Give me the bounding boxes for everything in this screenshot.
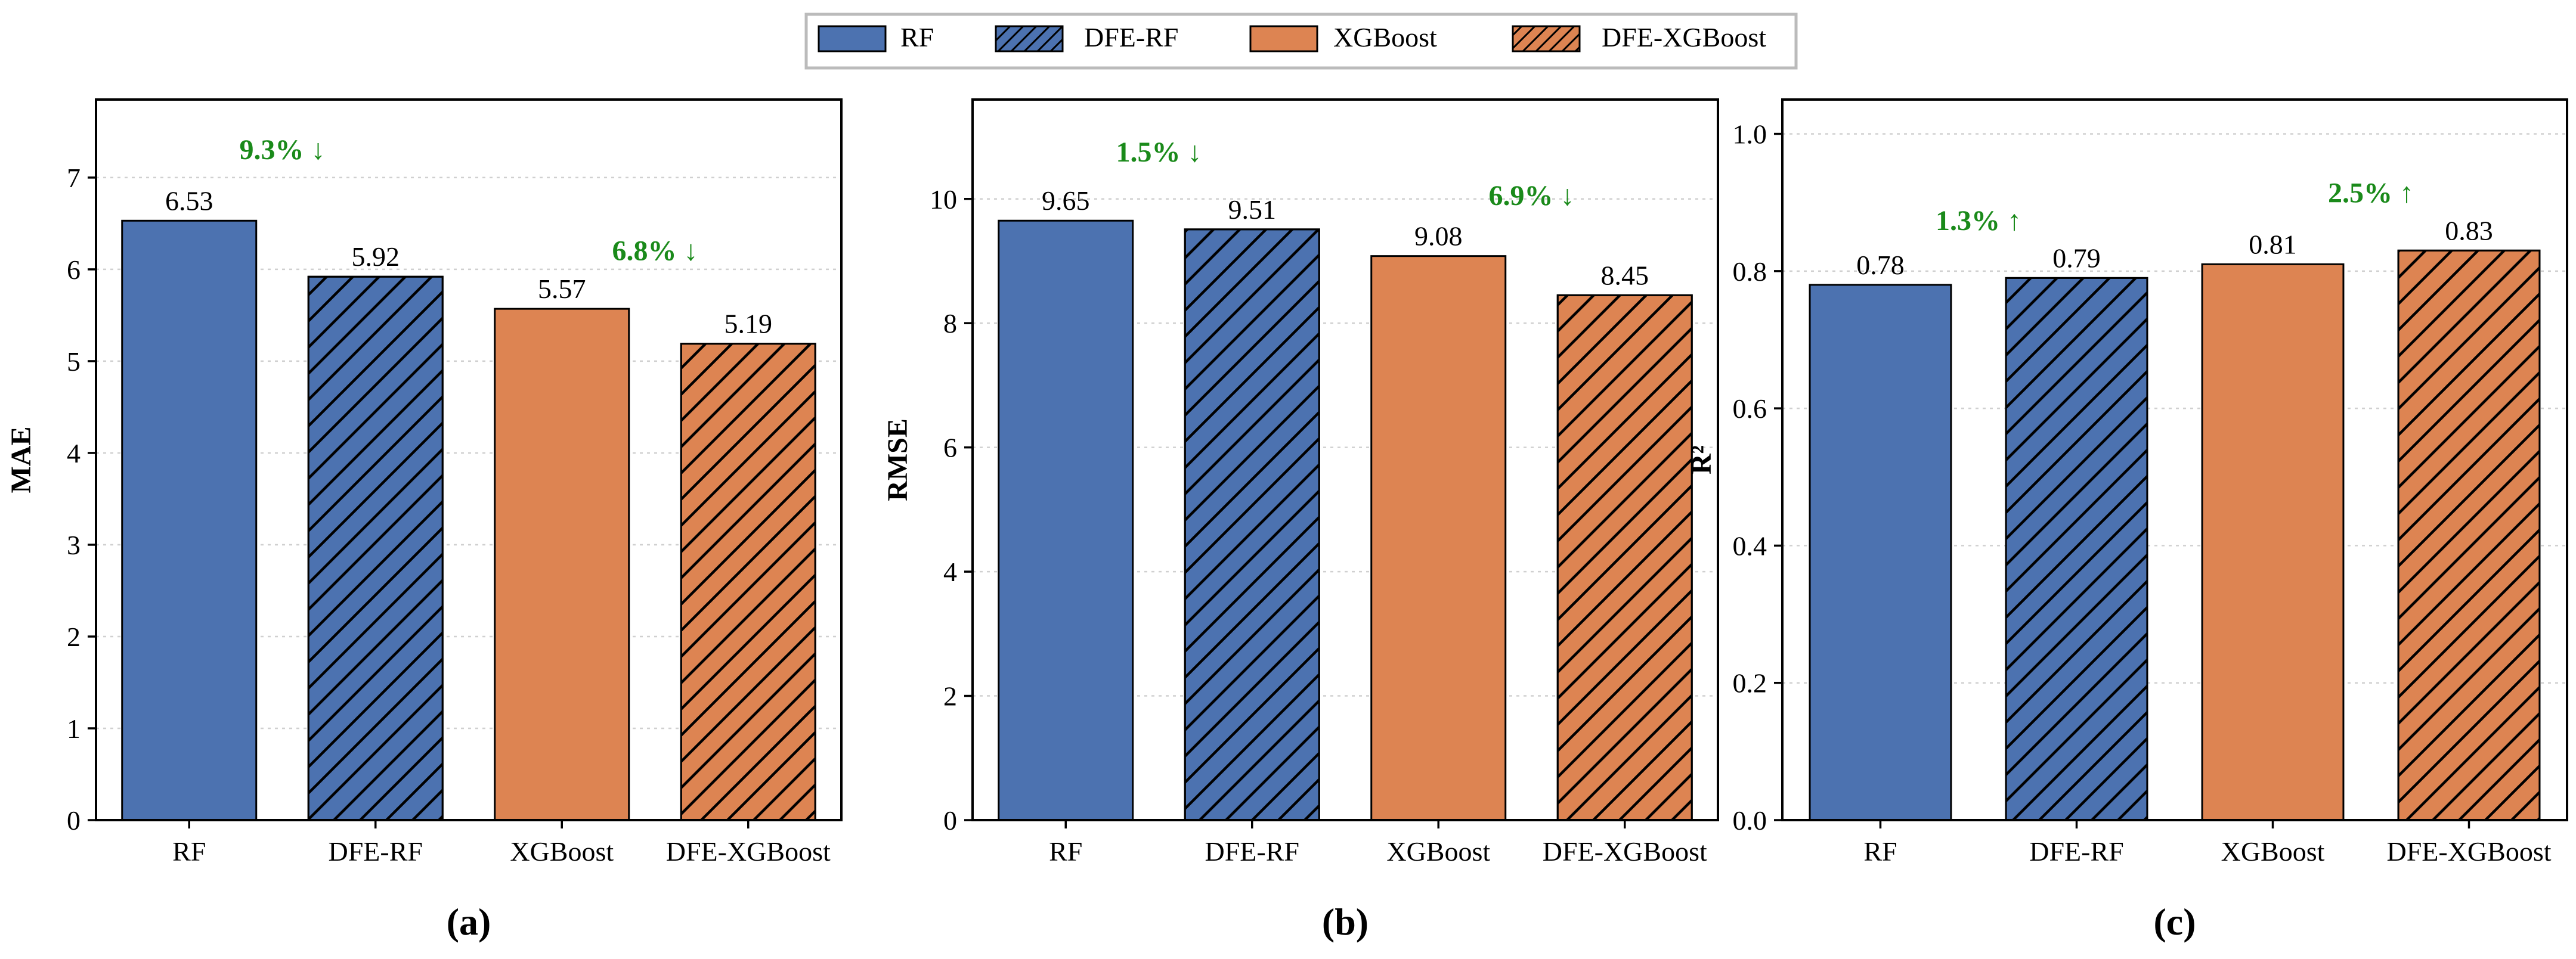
x-tick-label: XGBoost xyxy=(1386,836,1490,867)
value-label: 0.81 xyxy=(2249,229,2297,259)
legend-swatch-dfe-xgboost-hatch xyxy=(1512,25,1581,52)
legend-label-dfe-rf: DFE-RF xyxy=(1084,22,1178,52)
x-tick-label: DFE-XGBoost xyxy=(1543,836,1707,867)
y-tick-label: 0.0 xyxy=(1733,805,1767,836)
bar-rf xyxy=(998,219,1134,821)
y-tick-label: 1 xyxy=(67,713,80,744)
x-tick-label: DFE-RF xyxy=(329,836,423,867)
improvement-annotation: 2.5% ↑ xyxy=(2328,178,2414,209)
x-tick-label: RF xyxy=(172,836,206,867)
legend-item-rf: RF xyxy=(818,22,934,52)
y-tick-label: 0 xyxy=(67,805,80,836)
bar-hatch-dfe-rf xyxy=(2005,277,2148,821)
improvement-annotation: 1.5% ↓ xyxy=(1116,136,1202,168)
y-tick-label: 2 xyxy=(943,681,957,712)
value-label: 0.79 xyxy=(2052,243,2101,273)
chart-panel-2: 9.65 9.51 9.08 8.45 0 2 4 6 8 10 RF DFE-RF XGBoost DF… xyxy=(882,98,1719,943)
y-tick-label: 4 xyxy=(943,557,957,587)
value-label: 5.92 xyxy=(352,241,400,272)
bar-hatch-dfe-xgboost xyxy=(680,343,816,821)
value-label: 5.57 xyxy=(538,274,586,304)
y-tick-label: 1.0 xyxy=(1733,119,1767,150)
y-axis-label: MAE xyxy=(5,427,37,494)
legend-swatch-dfe-rf-hatch xyxy=(995,25,1064,52)
plot-frame xyxy=(1781,98,2568,821)
chart-panels: 6.53 5.92 5.57 5.19 0 1 2 3 4 5 6 7 RF DFE-RF XGBoost D… xyxy=(5,98,2568,943)
x-tick-label: XGBoost xyxy=(510,836,614,867)
bar-rf xyxy=(1809,284,1952,821)
value-label: 9.08 xyxy=(1414,221,1463,252)
legend-label-dfe-xgboost: DFE-XGBoost xyxy=(1602,22,1766,52)
y-tick-label: 0.2 xyxy=(1733,668,1767,699)
bar-hatch-dfe-xgboost xyxy=(1556,294,1693,821)
x-tick-label: RF xyxy=(1049,836,1082,867)
x-tick-label: DFE-XGBoost xyxy=(666,836,831,867)
bar-rf xyxy=(121,219,258,821)
bar-xgboost xyxy=(2201,263,2345,821)
chart-panel-3: 0.78 0.79 0.81 0.83 0.0 0.2 0.4 0.6 0.8 1.0 RF DFE-… xyxy=(1686,98,2568,943)
x-tick-label: DFE-RF xyxy=(2029,836,2123,867)
improvement-annotation: 6.9% ↓ xyxy=(1489,180,1575,212)
y-tick-label: 4 xyxy=(67,438,80,468)
improvement-annotation: 6.8% ↓ xyxy=(612,235,698,267)
plot-frame xyxy=(95,98,843,821)
plot-frame xyxy=(971,98,1719,821)
y-axis-label: R² xyxy=(1686,445,1717,474)
legend-item-dfe-xgboost: DFE-XGBoost xyxy=(1512,22,1766,52)
y-tick-label: 0 xyxy=(943,805,957,836)
legend-swatch-rf xyxy=(818,25,887,52)
panel-label: (b) xyxy=(1322,901,1368,943)
x-tick-label: XGBoost xyxy=(2221,836,2325,867)
value-label: 9.65 xyxy=(1042,185,1090,216)
value-label: 9.51 xyxy=(1228,194,1277,225)
y-tick-label: 0.6 xyxy=(1733,393,1767,424)
panel-label: (c) xyxy=(2153,901,2196,943)
value-label: 5.19 xyxy=(724,309,773,339)
value-label: 8.45 xyxy=(1601,260,1649,290)
x-tick-label: RF xyxy=(1863,836,1897,867)
legend-item-dfe-rf: DFE-RF xyxy=(995,22,1178,52)
y-tick-label: 5 xyxy=(67,346,80,377)
y-tick-label: 7 xyxy=(67,163,80,193)
legend: RF DFE-RF XGBoost DFE-XGBoost xyxy=(804,13,1798,70)
y-tick-label: 3 xyxy=(67,530,80,560)
y-tick-label: 0.8 xyxy=(1733,256,1767,287)
panel-label: (a) xyxy=(447,901,491,943)
bar-hatch-dfe-xgboost xyxy=(2397,249,2541,821)
bar-xgboost xyxy=(494,308,630,821)
x-tick-label: DFE-XGBoost xyxy=(2386,836,2551,867)
y-tick-label: 8 xyxy=(943,308,957,339)
y-tick-label: 6 xyxy=(943,433,957,463)
bar-xgboost xyxy=(1370,255,1507,821)
bar-hatch-dfe-rf xyxy=(307,275,444,821)
legend-item-xgboost: XGBoost xyxy=(1249,22,1437,52)
legend-label-rf: RF xyxy=(900,22,934,52)
legend-label-xgboost: XGBoost xyxy=(1333,22,1437,52)
value-label: 6.53 xyxy=(165,185,213,216)
value-label: 0.83 xyxy=(2445,215,2493,246)
legend-swatch-xgboost xyxy=(1249,25,1318,52)
y-tick-label: 0.4 xyxy=(1733,530,1767,561)
y-axis-label: RMSE xyxy=(882,418,914,501)
value-label: 0.78 xyxy=(1856,250,1905,280)
improvement-annotation: 1.3% ↑ xyxy=(1936,205,2021,237)
x-tick-label: DFE-RF xyxy=(1205,836,1299,867)
y-tick-label: 2 xyxy=(67,622,80,652)
improvement-annotation: 9.3% ↓ xyxy=(240,134,326,166)
bar-hatch-dfe-rf xyxy=(1184,228,1320,821)
y-tick-label: 6 xyxy=(67,255,80,285)
y-tick-label: 10 xyxy=(930,184,957,215)
chart-panel-1: 6.53 5.92 5.57 5.19 0 1 2 3 4 5 6 7 RF DFE-RF XGBoost D… xyxy=(5,98,843,943)
